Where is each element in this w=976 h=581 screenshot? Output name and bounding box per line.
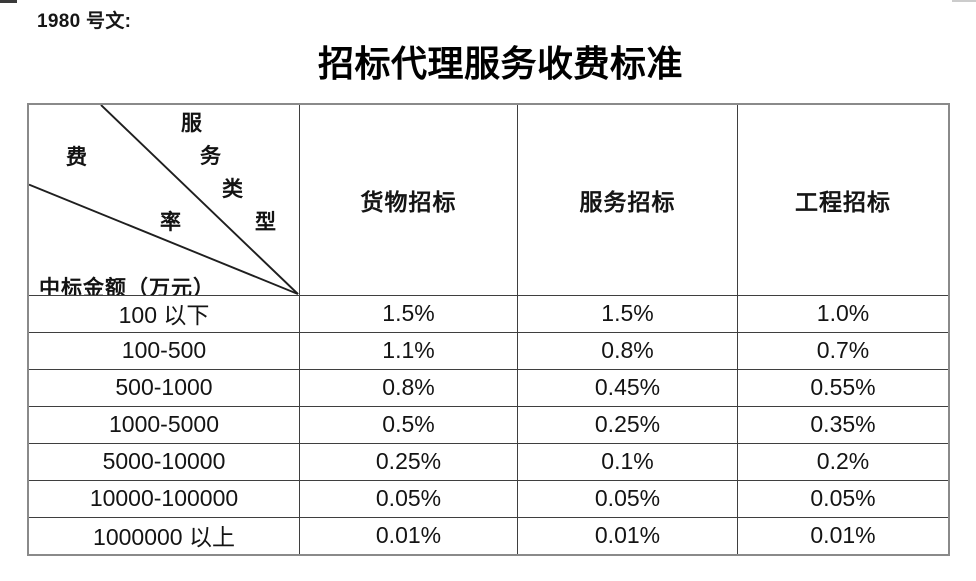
table-row: 1000000 以上 0.01% 0.01% 0.01%	[29, 517, 948, 554]
amount-range-cell: 1000000 以上	[93, 524, 235, 550]
works-rate-cell: 0.55%	[737, 370, 948, 406]
amount-range-cell: 500-1000	[115, 373, 213, 400]
goods-rate-cell: 1.1%	[299, 333, 517, 369]
service-rate-cell: 0.01%	[517, 518, 737, 554]
service-rate-cell: 0.45%	[517, 370, 737, 406]
table-row: 1000-5000 0.5% 0.25% 0.35%	[29, 406, 948, 443]
goods-rate-cell: 0.5%	[299, 407, 517, 443]
goods-rate-cell: 1.5%	[299, 296, 517, 332]
table-row: 100 以下 1.5% 1.5% 1.0%	[29, 295, 948, 332]
corner-label-award-amount: 中标金额（万元）	[39, 276, 215, 296]
works-rate-cell: 0.7%	[737, 333, 948, 369]
fee-standard-table: 费 率 服 务 类 型 中标金额（万元） 货物招标 服务招标 工程招标 100 …	[27, 103, 950, 556]
corner-label-rate: 率	[160, 210, 181, 234]
column-header-service-bidding: 服务招标	[517, 105, 737, 295]
table-header-row: 费 率 服 务 类 型 中标金额（万元） 货物招标 服务招标 工程招标	[29, 105, 948, 295]
corner-label-service-4: 型	[255, 210, 276, 234]
column-header-works-bidding: 工程招标	[737, 105, 948, 295]
service-rate-cell: 0.05%	[517, 481, 737, 517]
corner-label-fee: 费	[66, 145, 87, 169]
works-rate-cell: 0.2%	[737, 444, 948, 480]
table-row: 500-1000 0.8% 0.45% 0.55%	[29, 369, 948, 406]
works-rate-cell: 0.35%	[737, 407, 948, 443]
goods-rate-cell: 0.05%	[299, 481, 517, 517]
table-row: 5000-10000 0.25% 0.1% 0.2%	[29, 443, 948, 480]
service-rate-cell: 0.8%	[517, 333, 737, 369]
table-body: 100 以下 1.5% 1.5% 1.0% 100-500 1.1% 0.8% …	[29, 295, 948, 554]
table-corner-cell: 费 率 服 务 类 型 中标金额（万元）	[29, 105, 299, 295]
table-row: 100-500 1.1% 0.8% 0.7%	[29, 332, 948, 369]
diagonal-divider-lines	[29, 105, 299, 295]
corner-label-service-2: 务	[200, 144, 221, 168]
amount-range-cell: 5000-10000	[102, 447, 226, 474]
amount-range-cell: 10000-100000	[89, 484, 239, 511]
goods-rate-cell: 0.8%	[299, 370, 517, 406]
service-rate-cell: 0.1%	[517, 444, 737, 480]
goods-rate-cell: 0.01%	[299, 518, 517, 554]
page-title: 招标代理服务收费标准	[317, 44, 683, 84]
service-rate-cell: 0.25%	[517, 407, 737, 443]
service-rate-cell: 1.5%	[517, 296, 737, 332]
doc-number-label: 1980 号文:	[37, 11, 132, 32]
table-row: 10000-100000 0.05% 0.05% 0.05%	[29, 480, 948, 517]
amount-range-cell: 100-500	[121, 336, 207, 363]
works-rate-cell: 0.05%	[737, 481, 948, 517]
corner-label-service-1: 服	[181, 111, 202, 135]
screen-edge-artifact	[952, 0, 976, 2]
amount-range-cell: 100 以下	[118, 302, 210, 328]
corner-label-service-3: 类	[222, 177, 243, 201]
works-rate-cell: 1.0%	[737, 296, 948, 332]
screen-edge-artifact	[0, 0, 17, 3]
goods-rate-cell: 0.25%	[299, 444, 517, 480]
column-header-goods-bidding: 货物招标	[299, 105, 517, 295]
works-rate-cell: 0.01%	[737, 518, 948, 554]
amount-range-cell: 1000-5000	[109, 410, 219, 437]
